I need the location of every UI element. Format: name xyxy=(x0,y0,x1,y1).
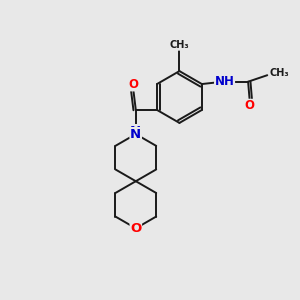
Text: O: O xyxy=(128,78,138,91)
Text: CH₃: CH₃ xyxy=(270,68,290,78)
Text: N: N xyxy=(130,128,141,141)
Text: O: O xyxy=(244,99,255,112)
Text: O: O xyxy=(130,222,141,235)
Text: N: N xyxy=(130,125,141,138)
Text: CH₃: CH₃ xyxy=(169,40,189,50)
Text: NH: NH xyxy=(214,75,235,88)
